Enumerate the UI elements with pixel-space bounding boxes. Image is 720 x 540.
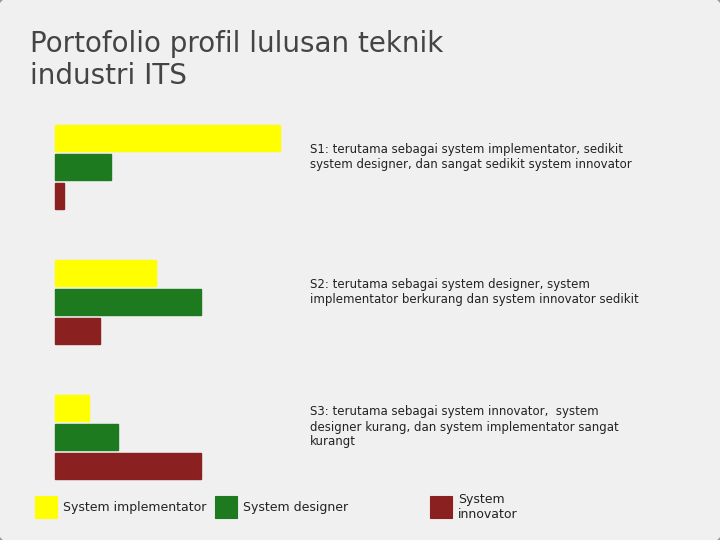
Bar [55, 453, 202, 479]
Bar [55, 183, 64, 209]
Text: System
innovator: System innovator [458, 493, 518, 521]
Text: System designer: System designer [243, 501, 348, 514]
Bar [55, 395, 89, 421]
Bar [55, 318, 100, 344]
Bar [55, 260, 156, 286]
Bar [55, 289, 202, 315]
Text: System implementator: System implementator [63, 501, 207, 514]
Bar [55, 154, 112, 180]
Bar [430, 496, 452, 518]
Text: S2: terutama sebagai system designer, system
implementator berkurang dan system : S2: terutama sebagai system designer, sy… [310, 278, 639, 306]
Text: S3: terutama sebagai system innovator,  system
designer kurang, dan system imple: S3: terutama sebagai system innovator, s… [310, 406, 618, 449]
Bar [55, 424, 118, 450]
Text: S1: terutama sebagai system implementator, sedikit
system designer, dan sangat s: S1: terutama sebagai system implementato… [310, 143, 631, 171]
Bar [215, 496, 237, 518]
Bar [35, 496, 57, 518]
Text: Portofolio profil lulusan teknik
industri ITS: Portofolio profil lulusan teknik industr… [30, 30, 444, 90]
Bar [55, 125, 280, 151]
